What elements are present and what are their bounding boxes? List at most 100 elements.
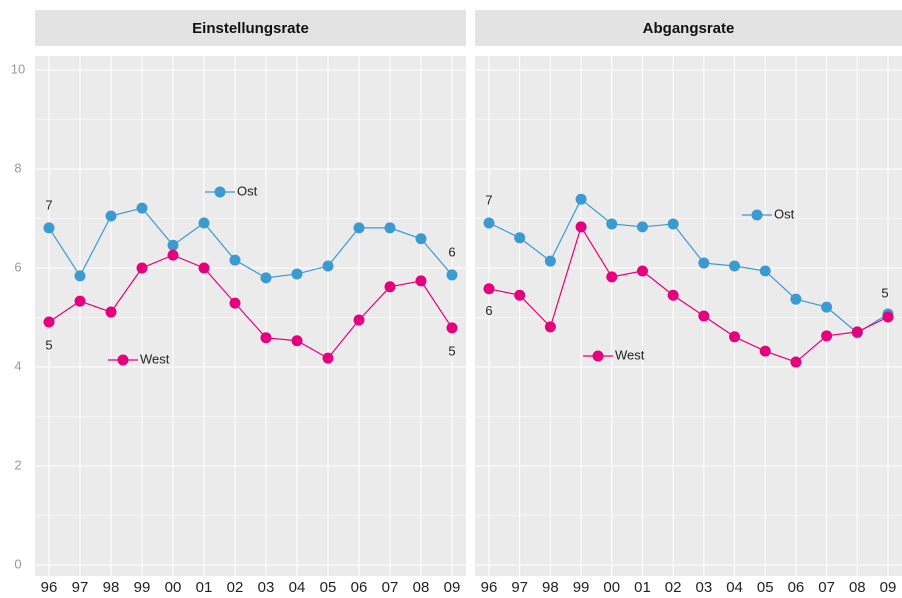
point [384, 222, 396, 234]
series-line [488, 225, 889, 363]
x-tick-label: 96 [41, 579, 58, 596]
point [544, 321, 556, 333]
x-tick-label: 02 [665, 579, 682, 596]
point [260, 332, 272, 344]
point [821, 330, 833, 342]
point [851, 326, 863, 338]
point [415, 233, 427, 245]
legend-label: West [140, 351, 170, 366]
point [291, 268, 303, 280]
strip-bg [475, 10, 902, 46]
x-tick-label: 07 [382, 579, 399, 596]
x-tick-label: 05 [320, 579, 337, 596]
x-tick-label: 01 [634, 579, 651, 596]
point [291, 335, 303, 347]
x-tick-label: 99 [134, 579, 151, 596]
point [544, 255, 556, 267]
legend-marker [751, 209, 763, 221]
x-tick-label: 08 [413, 579, 430, 596]
x-tick-label: 03 [258, 579, 275, 596]
x-tick-label: 98 [542, 579, 559, 596]
x-tick-label: 04 [289, 579, 306, 596]
x-tick-label: 09 [880, 579, 897, 596]
annotation: 6 [485, 303, 492, 318]
legend-marker [592, 350, 604, 362]
legend-marker [117, 354, 129, 366]
point [198, 262, 210, 274]
panel-bg [475, 56, 902, 576]
y-tick-label: 4 [14, 358, 21, 373]
x-tick-label: 07 [818, 579, 835, 596]
strip-title: Abgangsrate [643, 20, 735, 37]
point [729, 260, 741, 272]
point [790, 293, 802, 305]
point [105, 210, 117, 222]
point [43, 316, 55, 328]
point [606, 271, 618, 283]
point [575, 221, 587, 233]
x-tick-label: 96 [481, 579, 498, 596]
y-tick-label: 10 [11, 61, 25, 76]
x-tick-label: 97 [72, 579, 89, 596]
x-tick-label: 98 [103, 579, 120, 596]
point [698, 310, 710, 322]
point [636, 221, 648, 233]
point [260, 272, 272, 284]
point [353, 314, 365, 326]
point [483, 217, 495, 229]
point [636, 265, 648, 277]
point [759, 265, 771, 277]
point [514, 232, 526, 244]
point [667, 218, 679, 230]
point [136, 202, 148, 214]
point [198, 217, 210, 229]
x-tick-label: 99 [573, 579, 590, 596]
annotation: 7 [45, 197, 52, 212]
point [575, 193, 587, 205]
x-tick-label: 03 [696, 579, 713, 596]
point [322, 260, 334, 272]
annotation: 5 [448, 343, 455, 358]
strip-bg [35, 10, 466, 46]
annotation: 6 [448, 244, 455, 259]
point [790, 356, 802, 368]
x-tick-label: 09 [444, 579, 461, 596]
series-line [48, 254, 453, 359]
point [105, 306, 117, 318]
x-tick-label: 00 [165, 579, 182, 596]
point [759, 345, 771, 357]
point [167, 239, 179, 251]
y-tick-label: 2 [14, 457, 21, 472]
annotation: 5 [881, 285, 888, 300]
point [167, 249, 179, 261]
point [446, 322, 458, 334]
x-tick-label: 06 [788, 579, 805, 596]
annotation: 5 [45, 337, 52, 352]
legend-label: Ost [774, 206, 795, 221]
point [729, 331, 741, 343]
point [415, 275, 427, 287]
legend-marker [214, 186, 226, 198]
x-tick-label: 06 [351, 579, 368, 596]
point [74, 270, 86, 282]
x-tick-label: 00 [603, 579, 620, 596]
legend-label: West [615, 347, 645, 362]
point [698, 257, 710, 269]
panel-bg [35, 56, 466, 576]
point [446, 269, 458, 281]
point [821, 301, 833, 313]
point [43, 222, 55, 234]
point [882, 311, 894, 323]
y-tick-label: 0 [14, 556, 21, 571]
x-tick-label: 04 [726, 579, 743, 596]
x-tick-label: 05 [757, 579, 774, 596]
x-tick-label: 01 [196, 579, 213, 596]
y-tick-label: 8 [14, 160, 21, 175]
point [136, 262, 148, 274]
point [667, 289, 679, 301]
point [514, 289, 526, 301]
point [322, 352, 334, 364]
point [606, 218, 618, 230]
point [229, 297, 241, 309]
